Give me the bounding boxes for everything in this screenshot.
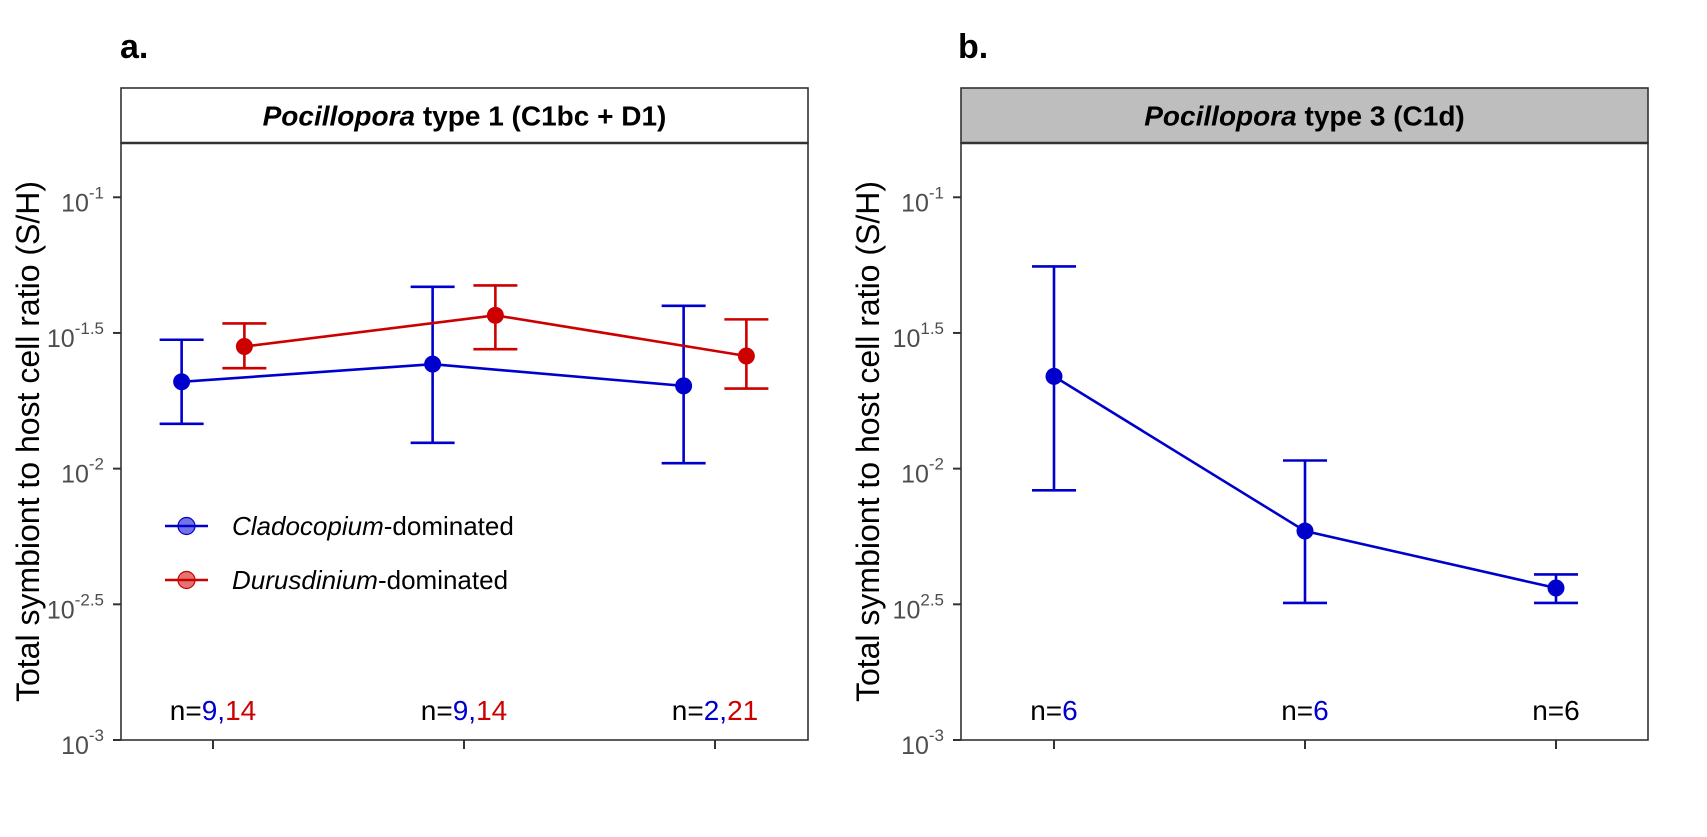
y-tick-label-base: 10 bbox=[47, 325, 75, 353]
sample-size-value: , bbox=[719, 695, 727, 726]
sample-size-label: n=9,14 bbox=[170, 695, 256, 726]
sample-size-value: 21 bbox=[727, 695, 758, 726]
data-point bbox=[173, 373, 191, 391]
y-tick-label-exponent: -2.5 bbox=[75, 590, 104, 609]
panel-letter: a. bbox=[120, 28, 148, 66]
y-tick-label-base: 10 bbox=[47, 596, 75, 624]
y-tick-label-base: 10 bbox=[893, 596, 921, 624]
data-point bbox=[737, 347, 755, 365]
panel-letter: b. bbox=[958, 28, 988, 66]
data-point bbox=[1296, 522, 1314, 540]
y-tick-label: 10-1 bbox=[901, 183, 944, 217]
data-point bbox=[1547, 579, 1565, 597]
panel-title-strip bbox=[960, 87, 1649, 144]
data-point bbox=[424, 355, 442, 373]
panel-border bbox=[120, 142, 809, 741]
chart-panel-2: b.Pocillopora type 3 (C1d)10-1101.510-21… bbox=[850, 28, 1649, 760]
y-tick-label: 10-1 bbox=[61, 183, 104, 217]
y-tick-label-base: 10 bbox=[901, 732, 929, 760]
y-tick-label-exponent: -3 bbox=[929, 726, 944, 745]
panel-title-strip bbox=[120, 87, 809, 144]
legend-key-point bbox=[177, 570, 196, 590]
y-tick-label: 102.5 bbox=[893, 590, 944, 624]
legend-label-suffix: -dominated bbox=[378, 565, 508, 595]
y-tick-label-base: 10 bbox=[901, 461, 929, 489]
sample-size-value: , bbox=[217, 695, 225, 726]
sample-size-prefix: n= bbox=[672, 695, 704, 726]
sample-size-value: 6 bbox=[1564, 695, 1580, 726]
y-tick-label: 101.5 bbox=[893, 319, 944, 353]
sample-size-label: n=6 bbox=[1532, 695, 1580, 726]
y-tick-label: 10-3 bbox=[61, 726, 104, 760]
panel-title-rest: type 1 (C1bc + D1) bbox=[415, 101, 666, 132]
sample-size-prefix: n= bbox=[421, 695, 453, 726]
y-axis-label: Total symbiont to host cell ratio (S/H) bbox=[850, 181, 886, 702]
series-cladocopium bbox=[159, 285, 706, 465]
y-tick-label-exponent: -2 bbox=[89, 455, 104, 474]
sample-size-value: 14 bbox=[476, 695, 507, 726]
sample-size-prefix: n= bbox=[1030, 695, 1062, 726]
y-tick-label-exponent: 1.5 bbox=[920, 319, 944, 338]
panel-border bbox=[960, 142, 1649, 741]
sample-size-prefix: n= bbox=[170, 695, 202, 726]
data-point bbox=[235, 338, 253, 356]
data-point bbox=[486, 306, 504, 324]
y-tick-label-base: 10 bbox=[61, 732, 89, 760]
y-tick-label-exponent: -1 bbox=[929, 183, 944, 202]
sample-size-label: n=9,14 bbox=[421, 695, 507, 726]
legend-label-name: Durusdinium bbox=[232, 565, 378, 595]
y-axis-label: Total symbiont to host cell ratio (S/H) bbox=[10, 181, 46, 702]
sample-size-prefix: n= bbox=[1532, 695, 1564, 726]
y-tick-label-base: 10 bbox=[61, 461, 89, 489]
legend-key-point bbox=[177, 516, 196, 536]
series-durusdinium bbox=[222, 284, 769, 390]
y-tick-label-exponent: 2.5 bbox=[920, 590, 944, 609]
y-tick-label: 10-1.5 bbox=[47, 319, 104, 353]
y-tick-label-base: 10 bbox=[901, 189, 929, 217]
legend-label: Durusdinium-dominated bbox=[232, 565, 508, 595]
panel-title: Pocillopora type 1 (C1bc + D1) bbox=[263, 101, 667, 132]
sample-size-value: 6 bbox=[1313, 695, 1329, 726]
panel-title-italic: Pocillopora bbox=[263, 101, 415, 132]
sample-size-value: 14 bbox=[225, 695, 256, 726]
y-tick-label-base: 10 bbox=[61, 189, 89, 217]
legend-label-name: Cladocopium bbox=[232, 511, 384, 541]
legend-label: Cladocopium-dominated bbox=[232, 511, 514, 541]
sample-size-label: n=6 bbox=[1281, 695, 1329, 726]
sample-size-prefix: n= bbox=[1281, 695, 1313, 726]
sample-size-value: 9 bbox=[202, 695, 218, 726]
panel-title-rest: type 3 (C1d) bbox=[1297, 101, 1465, 132]
y-tick-label-exponent: -1 bbox=[89, 183, 104, 202]
sample-size-value: 9 bbox=[453, 695, 469, 726]
y-tick-label: 10-3 bbox=[901, 726, 944, 760]
y-tick-label: 10-2.5 bbox=[47, 590, 104, 624]
sample-size-label: n=6 bbox=[1030, 695, 1078, 726]
y-tick-label-base: 10 bbox=[893, 325, 921, 353]
sample-size-value: 2 bbox=[704, 695, 720, 726]
panel-title-italic: Pocillopora bbox=[1144, 101, 1296, 132]
data-point bbox=[1045, 367, 1063, 385]
y-tick-label-exponent: -3 bbox=[89, 726, 104, 745]
data-point bbox=[675, 377, 693, 395]
y-tick-label: 10-2 bbox=[61, 455, 104, 489]
series-cladocopium bbox=[1032, 265, 1578, 605]
legend-label-suffix: -dominated bbox=[384, 511, 514, 541]
legend: Cladocopium-dominatedDurusdinium-dominat… bbox=[165, 511, 514, 595]
panel-title: Pocillopora type 3 (C1d) bbox=[1144, 101, 1465, 132]
chart-panel-1: a.Pocillopora type 1 (C1bc + D1)10-110-1… bbox=[10, 28, 809, 760]
y-tick-label-exponent: -2 bbox=[929, 455, 944, 474]
sample-size-value: , bbox=[468, 695, 476, 726]
y-tick-label-exponent: -1.5 bbox=[75, 319, 104, 338]
sample-size-label: n=2,21 bbox=[672, 695, 758, 726]
y-tick-label: 10-2 bbox=[901, 455, 944, 489]
sample-size-value: 6 bbox=[1062, 695, 1078, 726]
